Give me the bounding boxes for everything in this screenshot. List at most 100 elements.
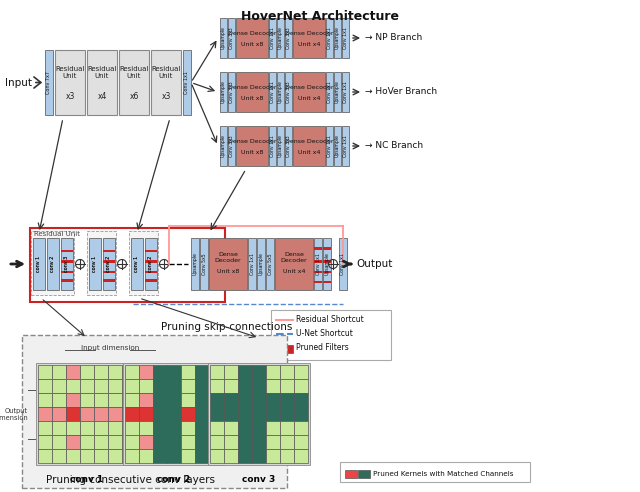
Text: Conv 1x1: Conv 1x1 [343, 81, 348, 103]
Bar [195, 407, 209, 421]
Bar [125, 449, 139, 463]
Bar [228, 72, 235, 112]
Text: U-Net Shortcut: U-Net Shortcut [296, 330, 353, 338]
Bar [248, 238, 256, 290]
Bar [220, 72, 227, 112]
Bar [252, 407, 266, 421]
Text: Conv 1x1: Conv 1x1 [340, 253, 346, 275]
Bar [145, 271, 157, 273]
Bar [66, 435, 80, 449]
Bar [210, 393, 224, 407]
Text: conv 2: conv 2 [51, 256, 56, 272]
Text: Conv 1x1: Conv 1x1 [316, 253, 321, 275]
Bar [238, 365, 252, 379]
Bar [195, 449, 209, 463]
Text: Dense Decoder: Dense Decoder [228, 139, 276, 144]
Bar [125, 435, 139, 449]
Bar [131, 238, 143, 290]
Text: x6: x6 [129, 92, 139, 101]
Bar [314, 260, 322, 263]
Text: Conv 3x3: Conv 3x3 [229, 27, 234, 49]
Bar [314, 247, 322, 249]
Bar [139, 407, 153, 421]
Text: conv 2: conv 2 [106, 256, 111, 272]
Bar [94, 421, 108, 435]
Bar [80, 379, 94, 393]
Bar [87, 50, 117, 115]
Bar [266, 407, 280, 421]
Text: Unit x8: Unit x8 [241, 41, 263, 47]
Bar [38, 407, 52, 421]
Bar [195, 379, 209, 393]
Bar [181, 449, 195, 463]
Bar [108, 379, 122, 393]
Text: Dense Decoder: Dense Decoder [228, 31, 276, 36]
Bar [80, 435, 94, 449]
Bar [66, 379, 80, 393]
Bar [224, 435, 238, 449]
Text: Residual Unit: Residual Unit [34, 231, 80, 237]
Bar [345, 470, 357, 478]
Bar [323, 281, 331, 283]
Bar [269, 72, 276, 112]
Text: Output: Output [356, 259, 392, 269]
Bar [108, 435, 122, 449]
Bar [280, 393, 294, 407]
Bar [334, 126, 341, 166]
Bar [326, 18, 333, 58]
Bar [66, 449, 80, 463]
Text: Residual
Unit: Residual Unit [119, 66, 148, 79]
Bar [334, 18, 341, 58]
Bar [22, 335, 287, 488]
Bar [181, 365, 195, 379]
Text: Upsample: Upsample [335, 27, 340, 49]
Bar [167, 449, 181, 463]
Bar [236, 18, 268, 58]
Text: Conv 1x1: Conv 1x1 [250, 253, 255, 275]
Text: Upsample: Upsample [221, 27, 226, 49]
Bar [294, 393, 308, 407]
Bar [61, 271, 73, 273]
Bar [294, 379, 308, 393]
Bar [108, 449, 122, 463]
Bar [209, 393, 223, 407]
Text: Conv 1x1: Conv 1x1 [343, 135, 348, 157]
Bar [33, 238, 45, 290]
Bar [314, 281, 322, 283]
Bar [266, 435, 280, 449]
Bar [139, 421, 153, 435]
Bar [209, 407, 223, 421]
Bar [52, 435, 66, 449]
Bar [30, 228, 225, 302]
Bar [45, 50, 53, 115]
Bar [238, 435, 252, 449]
Bar [195, 365, 209, 379]
Text: Pruning skip-connections: Pruning skip-connections [161, 322, 292, 332]
Bar [52, 379, 66, 393]
Bar [129, 231, 158, 295]
Bar [266, 449, 280, 463]
Bar [61, 238, 73, 290]
Bar [153, 393, 167, 407]
Bar [103, 260, 115, 263]
Text: conv 1: conv 1 [134, 256, 140, 272]
Bar [293, 126, 325, 166]
Bar [167, 365, 181, 379]
Bar [52, 365, 66, 379]
Bar [167, 421, 181, 435]
Bar [94, 365, 108, 379]
Bar [66, 393, 80, 407]
Bar [123, 363, 225, 465]
Bar [252, 421, 266, 435]
Text: Conv 1x1: Conv 1x1 [327, 27, 332, 49]
Text: conv 3: conv 3 [65, 256, 70, 272]
Bar [153, 421, 167, 435]
Text: Conv 1x1: Conv 1x1 [343, 27, 348, 49]
Bar [122, 393, 136, 407]
Text: conv 1: conv 1 [93, 256, 97, 272]
Text: Conv 1x1: Conv 1x1 [327, 135, 332, 157]
Bar [210, 365, 224, 379]
Text: x3: x3 [65, 92, 75, 101]
Text: conv 2: conv 2 [157, 475, 191, 484]
Bar [103, 260, 115, 263]
